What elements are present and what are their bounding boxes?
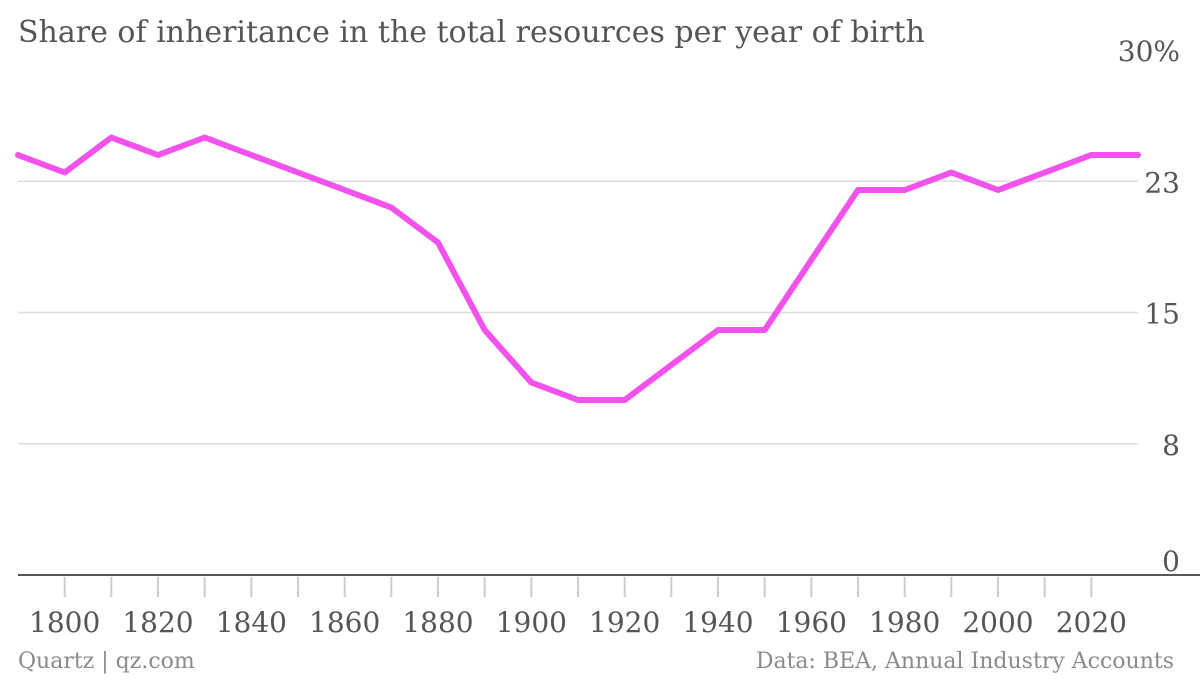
- x-tick-label: 1860: [309, 606, 380, 639]
- y-tick-labels: 0 8 15 23 30%: [1118, 35, 1180, 578]
- x-tick-label: 1880: [402, 606, 473, 639]
- series-line-0: [15, 134, 1141, 403]
- y-tick-label: 8: [1162, 429, 1180, 462]
- x-tick-label: 1980: [869, 606, 940, 639]
- x-tick-label: 1920: [589, 606, 660, 639]
- chart-title: Share of inheritance in the total resour…: [18, 15, 925, 50]
- gridlines: [18, 180, 1200, 576]
- series-layer: [15, 134, 1141, 403]
- x-tick-label: 1960: [776, 606, 847, 639]
- x-tick-label: 1800: [29, 606, 100, 639]
- footer-credit: Quartz | qz.com: [18, 649, 195, 674]
- x-tick-labels: 1800 1820 1840 1860 1880 1900 1920 1940 1960 1980…: [29, 606, 1127, 639]
- x-tick-label: 1840: [216, 606, 287, 639]
- x-tick-label: 2020: [1056, 606, 1127, 639]
- x-tick-label: 1940: [682, 606, 753, 639]
- y-tick-label: 23: [1144, 166, 1180, 199]
- x-tick-marks: [63, 577, 1093, 597]
- y-tick-label: 30%: [1118, 35, 1180, 68]
- y-tick-label: 15: [1144, 298, 1180, 331]
- x-tick-label: 2000: [962, 606, 1033, 639]
- footer-source: Data: BEA, Annual Industry Accounts: [756, 649, 1174, 674]
- x-tick-label: 1900: [496, 606, 567, 639]
- y-tick-label: 0: [1162, 545, 1180, 578]
- x-tick-label: 1820: [122, 606, 193, 639]
